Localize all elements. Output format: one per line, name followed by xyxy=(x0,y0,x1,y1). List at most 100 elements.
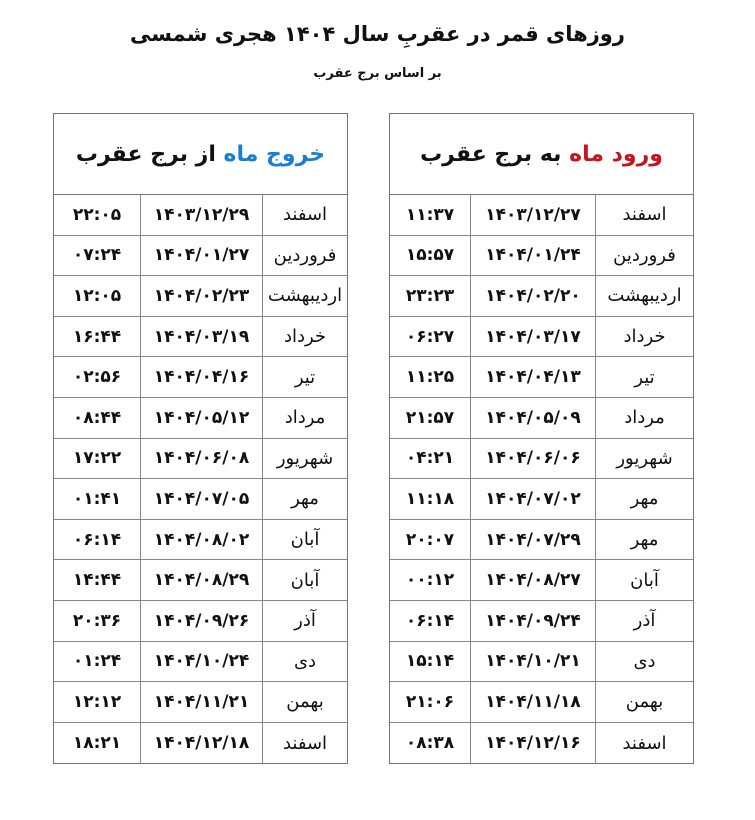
date-cell: ۱۴۰۴/۰۸/۲۷ xyxy=(470,560,595,600)
time-cell: ۱۲:۱۲ xyxy=(72,691,122,712)
date-cell: ۱۴۰۴/۰۸/۰۲ xyxy=(140,519,262,560)
month-cell: مهر xyxy=(262,479,347,519)
table-row: اردیبهشت ۱۴۰۴/۰۲/۲۳ ۱۲:۰۵ xyxy=(54,276,347,317)
date-cell: ۱۴۰۴/۰۷/۰۵ xyxy=(140,479,262,519)
month-cell: تیر xyxy=(595,357,693,397)
month-cell: فروردین xyxy=(595,235,693,276)
entry-table-header: ورود ماه به برج عقرب xyxy=(390,114,693,195)
table-row: آبان ۱۴۰۴/۰۸/۰۲ ۰۶:۱۴ xyxy=(54,519,347,561)
time-cell: ۱۷:۲۲ xyxy=(72,448,122,469)
table-row: آبان ۱۴۰۴/۰۸/۲۹ ۱۴:۴۴ xyxy=(54,560,347,601)
month-cell: اسفند xyxy=(262,722,347,764)
date-cell: ۱۴۰۴/۰۱/۲۴ xyxy=(470,235,595,276)
page-title: روزهای قمر در عقربِ سال ۱۴۰۴ هجری شمسی xyxy=(130,22,625,46)
month-cell: بهمن xyxy=(595,682,693,722)
table-row: تیر ۱۴۰۴/۰۴/۱۶ ۰۲:۵۶ xyxy=(54,357,347,398)
time-cell: ۰۶:۲۷ xyxy=(405,326,455,347)
time-cell: ۱۱:۳۷ xyxy=(405,204,455,225)
month-cell: اسفند xyxy=(262,195,347,235)
month-cell: اردیبهشت xyxy=(595,276,693,316)
date-cell: ۱۴۰۴/۱۰/۲۱ xyxy=(470,641,595,682)
time-cell: ۱۴:۴۴ xyxy=(72,570,122,591)
table-row: بهمن ۱۴۰۴/۱۱/۱۸ ۲۱:۰۶ xyxy=(390,682,693,723)
table-row: بهمن ۱۴۰۴/۱۱/۲۱ ۱۲:۱۲ xyxy=(54,682,347,723)
date-cell: ۱۴۰۴/۰۴/۱۶ xyxy=(140,357,262,397)
time-cell: ۰۸:۴۴ xyxy=(72,407,122,428)
time-cell: ۲۰:۳۶ xyxy=(72,610,122,631)
date-cell: ۱۴۰۴/۱۱/۲۱ xyxy=(140,682,262,722)
date-cell: ۱۴۰۴/۰۲/۲۳ xyxy=(140,276,262,316)
date-cell: ۱۴۰۴/۰۹/۲۴ xyxy=(470,600,595,641)
month-cell: تیر xyxy=(262,357,347,397)
time-cell: ۱۶:۴۴ xyxy=(72,326,122,347)
table-row: اسفند ۱۴۰۴/۱۲/۱۸ ۱۸:۲۱ xyxy=(54,722,347,764)
date-cell: ۱۴۰۴/۰۶/۰۸ xyxy=(140,438,262,479)
moon-entry-table: ورود ماه به برج عقرب اسفند ۱۴۰۳/۱۲/۲۷ ۱۱:۳… xyxy=(389,113,694,765)
month-cell: دی xyxy=(595,641,693,682)
month-cell: آبان xyxy=(262,519,347,560)
date-cell: ۱۴۰۴/۰۵/۱۲ xyxy=(140,397,262,438)
month-cell: شهریور xyxy=(262,438,347,479)
month-cell: خرداد xyxy=(595,316,693,357)
time-cell: ۲۰:۰۷ xyxy=(405,529,455,550)
table-row: خرداد ۱۴۰۴/۰۳/۱۷ ۰۶:۲۷ xyxy=(390,316,693,358)
date-cell: ۱۴۰۴/۰۷/۲۹ xyxy=(470,519,595,560)
table-row: آبان ۱۴۰۴/۰۸/۲۷ ۰۰:۱۲ xyxy=(390,560,693,601)
date-cell: ۱۴۰۴/۰۳/۱۹ xyxy=(140,316,262,357)
month-cell: خرداد xyxy=(262,316,347,357)
table-row: آذر ۱۴۰۴/۰۹/۲۴ ۰۶:۱۴ xyxy=(390,600,693,642)
date-cell: ۱۴۰۴/۱۲/۱۸ xyxy=(140,722,262,764)
table-row: مرداد ۱۴۰۴/۰۵/۰۹ ۲۱:۵۷ xyxy=(390,397,693,439)
table-row: خرداد ۱۴۰۴/۰۳/۱۹ ۱۶:۴۴ xyxy=(54,316,347,358)
month-cell: آبان xyxy=(262,560,347,600)
time-cell: ۱۵:۱۴ xyxy=(405,651,455,672)
date-cell: ۱۴۰۴/۰۸/۲۹ xyxy=(140,560,262,600)
time-cell: ۰۴:۲۱ xyxy=(405,448,455,469)
date-cell: ۱۴۰۴/۱۲/۱۶ xyxy=(470,722,595,764)
time-cell: ۲۱:۰۶ xyxy=(405,691,455,712)
month-cell: آذر xyxy=(595,600,693,641)
table-row: اسفند ۱۴۰۳/۱۲/۲۹ ۲۲:۰۵ xyxy=(54,195,347,236)
table-row: فروردین ۱۴۰۴/۰۱/۲۷ ۰۷:۲۴ xyxy=(54,235,347,277)
time-cell: ۱۱:۲۵ xyxy=(405,367,455,388)
date-cell: ۱۴۰۴/۰۷/۰۲ xyxy=(470,479,595,519)
month-cell: مرداد xyxy=(595,397,693,438)
date-cell: ۱۴۰۴/۰۶/۰۶ xyxy=(470,438,595,479)
date-cell: ۱۴۰۴/۱۰/۲۴ xyxy=(140,641,262,682)
month-cell: اسفند xyxy=(595,722,693,764)
moon-exit-table: خروج ماه از برج عقرب اسفند ۱۴۰۳/۱۲/۲۹ ۲۲:۰… xyxy=(53,113,348,765)
header-rest: از برج عقرب xyxy=(75,141,224,167)
time-cell: ۰۱:۲۴ xyxy=(72,651,122,672)
time-cell: ۰۶:۱۴ xyxy=(405,610,455,631)
time-cell: ۱۸:۲۱ xyxy=(72,733,122,754)
time-cell: ۰۶:۱۴ xyxy=(72,529,122,550)
header-highlight: خروج ماه xyxy=(223,141,326,167)
date-cell: ۱۴۰۴/۰۲/۲۰ xyxy=(470,276,595,316)
month-cell: شهریور xyxy=(595,438,693,479)
date-cell: ۱۴۰۴/۰۵/۰۹ xyxy=(470,397,595,438)
month-cell: دی xyxy=(262,641,347,682)
time-cell: ۱۲:۰۵ xyxy=(72,285,122,306)
exit-table-header: خروج ماه از برج عقرب xyxy=(54,114,347,195)
month-cell: اسفند xyxy=(595,195,693,235)
time-cell: ۰۸:۳۸ xyxy=(405,733,455,754)
date-cell: ۱۴۰۴/۰۳/۱۷ xyxy=(470,316,595,357)
table-row: اردیبهشت ۱۴۰۴/۰۲/۲۰ ۲۳:۲۳ xyxy=(390,276,693,317)
table-row: مرداد ۱۴۰۴/۰۵/۱۲ ۰۸:۴۴ xyxy=(54,397,347,439)
date-cell: ۱۴۰۳/۱۲/۲۹ xyxy=(140,195,262,235)
table-row: تیر ۱۴۰۴/۰۴/۱۳ ۱۱:۲۵ xyxy=(390,357,693,398)
time-cell: ۰۲:۵۶ xyxy=(72,367,122,388)
time-cell: ۱۵:۵۷ xyxy=(405,245,455,266)
month-cell: آبان xyxy=(595,560,693,600)
time-cell: ۱۱:۱۸ xyxy=(405,488,455,509)
header-highlight: ورود ماه xyxy=(569,141,663,167)
month-cell: بهمن xyxy=(262,682,347,722)
month-cell: اردیبهشت xyxy=(262,276,347,316)
date-cell: ۱۴۰۴/۰۴/۱۳ xyxy=(470,357,595,397)
month-cell: مرداد xyxy=(262,397,347,438)
table-row: دی ۱۴۰۴/۱۰/۲۱ ۱۵:۱۴ xyxy=(390,641,693,683)
time-cell: ۰۰:۱۲ xyxy=(405,570,455,591)
date-cell: ۱۴۰۴/۰۹/۲۶ xyxy=(140,600,262,641)
month-cell: آذر xyxy=(262,600,347,641)
time-cell: ۰۷:۲۴ xyxy=(72,245,122,266)
